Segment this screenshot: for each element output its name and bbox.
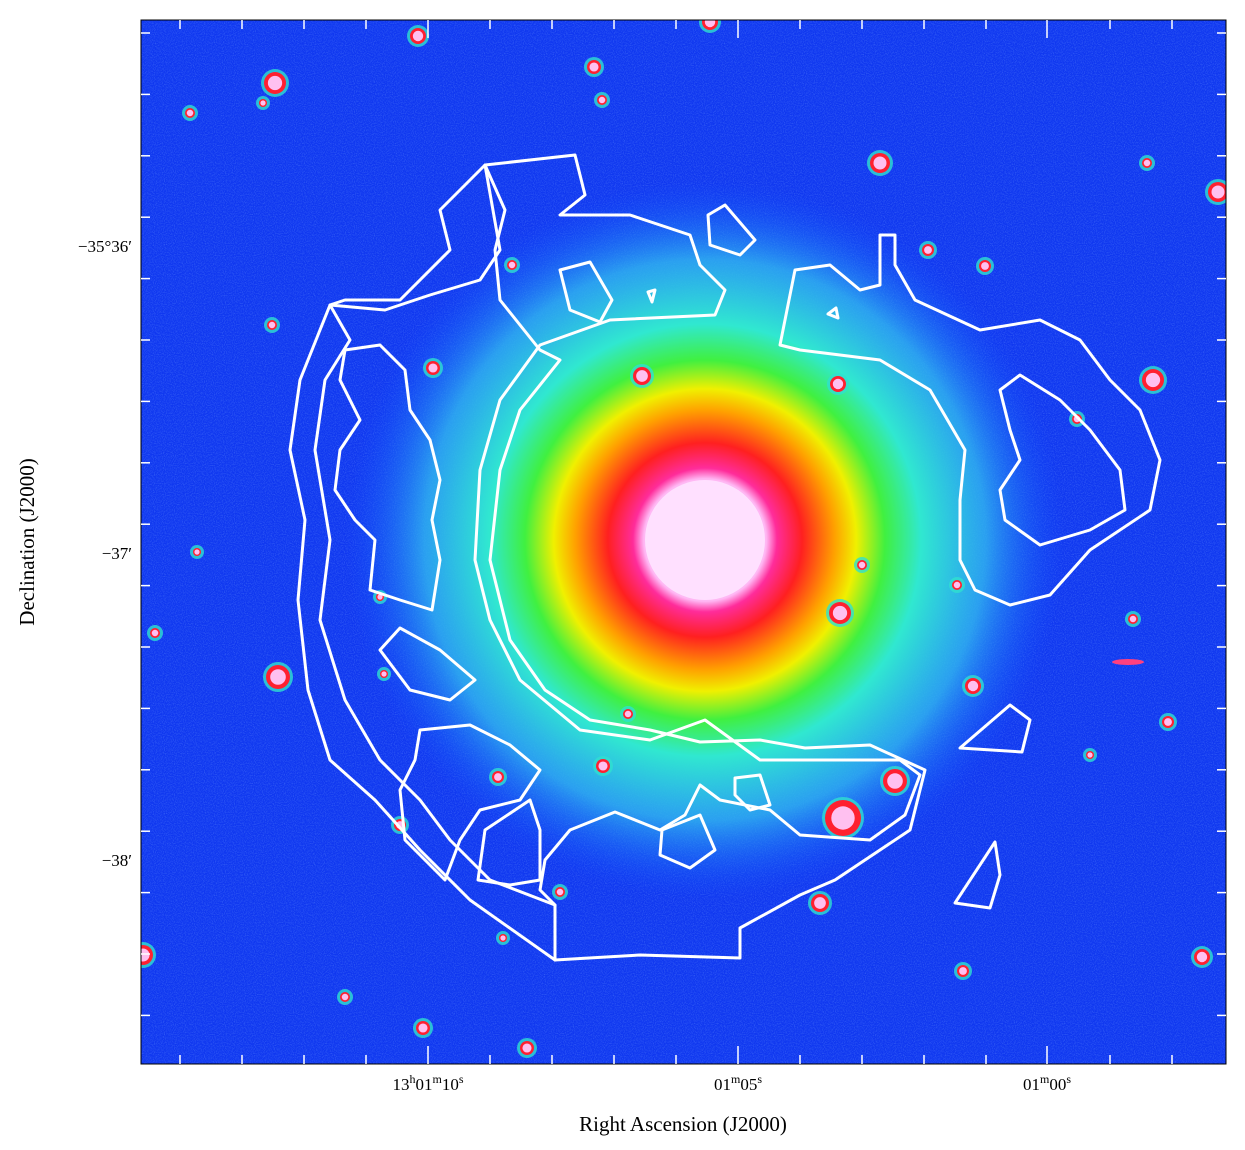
star-core	[814, 897, 826, 909]
star-core	[151, 629, 159, 637]
star	[1112, 659, 1144, 665]
x-tick-label-part: 01	[1023, 1075, 1040, 1094]
star-core	[636, 370, 648, 382]
star-core	[508, 261, 516, 269]
x-tick-label-part: m	[1040, 1072, 1050, 1086]
x-tick-label-part: 01	[415, 1075, 432, 1094]
sky-image	[141, 20, 1226, 1064]
star-core	[1164, 718, 1172, 726]
star-core	[267, 75, 283, 91]
star-core	[967, 680, 979, 692]
star-core	[831, 806, 855, 830]
star-core	[194, 549, 200, 555]
star-core	[924, 246, 932, 254]
star-core	[1143, 159, 1151, 167]
x-tick-label-part: 13	[392, 1075, 409, 1094]
star-core	[500, 935, 506, 941]
star-core	[186, 109, 194, 117]
star-core	[341, 993, 349, 1001]
star-core	[377, 594, 383, 600]
star-core	[418, 1023, 428, 1033]
y-tick-label: −35°36′	[78, 237, 132, 256]
x-tick-label-part: s	[1066, 1072, 1071, 1086]
frame	[140, 19, 1227, 1065]
star-core	[598, 761, 608, 771]
star-core	[268, 321, 276, 329]
star-core	[1129, 615, 1137, 623]
star-core	[832, 605, 848, 621]
x-tick-label-part: m	[432, 1072, 442, 1086]
star-core	[981, 262, 989, 270]
x-tick-label: 13h01m10s	[392, 1072, 463, 1094]
x-tick-label-part: 00	[1049, 1075, 1066, 1094]
star-core	[589, 62, 599, 72]
star-core	[598, 96, 606, 104]
star-core	[1211, 185, 1225, 199]
galaxy-core	[645, 480, 765, 600]
star-core	[953, 581, 961, 589]
x-tick-label: 01m00s	[1023, 1072, 1071, 1094]
tick-marks	[141, 20, 1226, 1064]
y-axis-label: Declination (J2000)	[15, 458, 39, 625]
star-core	[887, 773, 903, 789]
x-tick-label-part: 05	[740, 1075, 757, 1094]
star-core	[832, 378, 844, 390]
star-core	[522, 1043, 532, 1053]
x-tick-label-part: s	[459, 1072, 464, 1086]
tick-labels: −35°36′−37′−38′13h01m10s 01m05s 01m00s	[78, 237, 1071, 1094]
x-tick-label-part: 10	[442, 1075, 459, 1094]
star-core	[1145, 372, 1161, 388]
star-core	[270, 669, 286, 685]
star-core	[381, 671, 387, 677]
star-core	[1087, 752, 1093, 758]
star-core	[141, 948, 150, 962]
star-core	[260, 100, 266, 106]
x-tick-label: 01m05s	[714, 1072, 762, 1094]
y-tick-label: −37′	[102, 544, 132, 563]
star-core	[873, 156, 887, 170]
star-core	[624, 710, 632, 718]
star-core	[1196, 951, 1208, 963]
contours	[288, 153, 1162, 962]
x-tick-label-part: s	[757, 1072, 762, 1086]
star-core	[704, 20, 716, 28]
star-core	[959, 967, 967, 975]
x-tick-label-part: h	[409, 1072, 415, 1086]
x-tick-label-part: 01	[714, 1075, 731, 1094]
x-tick-label-part: m	[731, 1072, 741, 1086]
x-axis-label: Right Ascension (J2000)	[579, 1112, 787, 1136]
y-tick-label: −38′	[102, 851, 132, 870]
star-core	[858, 561, 866, 569]
star-core	[428, 363, 438, 373]
star-core	[412, 30, 424, 42]
star-core	[556, 888, 564, 896]
stars	[141, 20, 1226, 1058]
star-core	[494, 773, 502, 781]
